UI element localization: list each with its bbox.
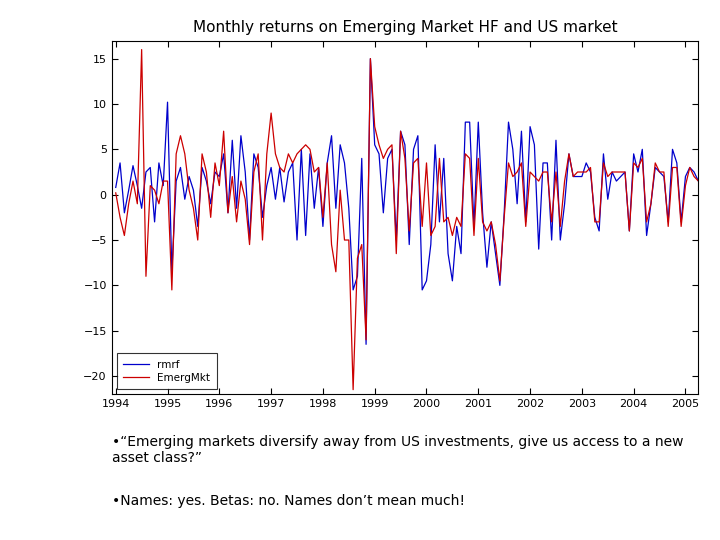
Text: •“Emerging markets diversify away from US investments, give us access to a new a: •“Emerging markets diversify away from U…: [112, 435, 683, 465]
rmrf: [146, 164, 155, 171]
rmrf: [418, 287, 426, 293]
Title: Monthly returns on Emerging Market HF and US market: Monthly returns on Emerging Market HF an…: [193, 20, 617, 35]
Line: EmergMkt: EmergMkt: [116, 50, 716, 390]
EmergMkt: [176, 132, 185, 139]
rmrf: [361, 341, 370, 348]
EmergMkt: [133, 200, 142, 207]
EmergMkt: [348, 387, 357, 393]
rmrf: [172, 178, 181, 184]
Line: rmrf: rmrf: [116, 59, 716, 345]
Legend: rmrf, EmergMkt: rmrf, EmergMkt: [117, 353, 217, 389]
EmergMkt: [224, 210, 233, 216]
EmergMkt: [418, 223, 426, 230]
EmergMkt: [112, 190, 120, 196]
Text: •Names: yes. Betas: no. Names don’t mean much!: •Names: yes. Betas: no. Names don’t mean…: [112, 494, 464, 508]
rmrf: [112, 184, 120, 191]
EmergMkt: [711, 164, 720, 171]
rmrf: [133, 183, 142, 189]
EmergMkt: [138, 46, 146, 53]
rmrf: [370, 141, 379, 148]
EmergMkt: [150, 187, 159, 193]
EmergMkt: [370, 124, 379, 130]
rmrf: [220, 151, 228, 157]
rmrf: [366, 56, 374, 62]
rmrf: [711, 146, 720, 153]
